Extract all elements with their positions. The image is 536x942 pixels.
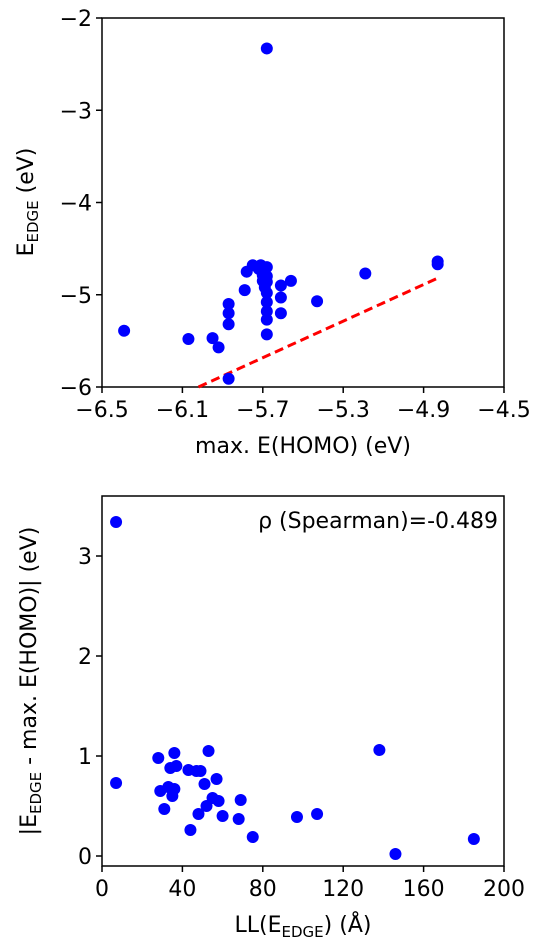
x-tick-label: −5.3 <box>316 398 369 423</box>
chart-top: −6.5 −6.1 −5.7 −5.3 −4.9 −4.5 −6 −5 −4 −3 −2 max.… <box>14 7 531 459</box>
data-point <box>467 833 480 845</box>
data-point <box>359 267 372 280</box>
scatter-points-bottom <box>110 516 480 860</box>
x-axis-label-bottom-sub: EDGE <box>282 923 324 941</box>
y-tick-label: −4 <box>60 192 92 217</box>
y-axis-label-top-sub: EDGE <box>24 200 42 242</box>
data-point <box>192 808 205 820</box>
data-point <box>284 274 297 287</box>
data-point <box>260 42 273 55</box>
data-point <box>311 295 324 308</box>
data-point <box>170 760 183 772</box>
data-point <box>260 305 273 318</box>
x-tick-label: −6.5 <box>75 398 128 423</box>
x-tick-label: 200 <box>483 877 525 902</box>
data-point <box>260 296 273 309</box>
data-point <box>118 324 131 337</box>
y-tick-label: −5 <box>60 284 92 309</box>
data-point <box>194 765 207 777</box>
x-tick-label: −5.7 <box>236 398 289 423</box>
x-tick-label: 40 <box>168 877 196 902</box>
scatter-points-top <box>118 42 444 385</box>
data-point <box>206 332 219 345</box>
data-point <box>238 284 251 297</box>
data-point <box>110 516 123 528</box>
y-axis-label-bottom-rest: - max. E(HOMO)| (eV) <box>17 527 42 772</box>
y-tick-label: 0 <box>78 845 92 870</box>
data-point <box>373 744 386 756</box>
y-tick-label: 2 <box>78 645 92 670</box>
data-point <box>234 794 247 806</box>
x-tick-label: −4.5 <box>477 398 530 423</box>
data-point <box>110 777 123 789</box>
plot-frame-top <box>101 17 505 388</box>
x-axis-ticks-top: −6.5 −6.1 −5.7 −5.3 −4.9 −4.5 <box>75 387 531 423</box>
data-point <box>198 778 211 790</box>
data-point <box>246 831 259 843</box>
data-point <box>158 803 171 815</box>
data-point <box>260 275 273 288</box>
x-tick-label: 80 <box>249 877 277 902</box>
data-point <box>260 328 273 341</box>
data-point <box>311 808 324 820</box>
data-point <box>274 291 287 304</box>
data-point <box>222 297 235 310</box>
y-axis-label-bottom-pre: |E <box>17 814 42 835</box>
y-axis-ticks-bottom: 0 1 2 3 <box>78 545 102 870</box>
data-point <box>202 745 215 757</box>
y-tick-label: −2 <box>60 7 92 32</box>
trend-line <box>197 276 439 389</box>
y-axis-ticks-top: −6 −5 −4 −3 −2 <box>60 7 102 401</box>
y-axis-label-top: EEDGE (eV) <box>14 148 42 257</box>
y-tick-label: −3 <box>60 99 92 124</box>
data-point <box>290 811 303 823</box>
data-point <box>232 813 245 825</box>
y-tick-label: 1 <box>78 745 92 770</box>
data-point <box>168 747 181 759</box>
y-axis-label-bottom: |EEDGE - max. E(HOMO)| (eV) <box>17 527 45 836</box>
y-axis-label-top-rest: (eV) <box>14 148 39 201</box>
data-point <box>216 810 229 822</box>
x-axis-label-bottom-rest: ) (Å) <box>324 911 372 938</box>
data-point <box>260 261 273 274</box>
trend-line-segment <box>197 276 439 389</box>
data-point <box>210 773 223 785</box>
plot-frame-bottom <box>101 495 505 867</box>
x-tick-label: −6.1 <box>156 398 209 423</box>
x-axis-label-top: max. E(HOMO) (eV) <box>195 434 411 459</box>
data-point <box>222 372 235 385</box>
data-point <box>212 341 225 354</box>
y-axis-label-bottom-sub: EDGE <box>27 772 45 814</box>
data-point <box>260 313 273 326</box>
data-point <box>152 752 165 764</box>
data-point <box>274 307 287 320</box>
data-point <box>274 279 287 292</box>
data-point <box>222 318 235 331</box>
data-point <box>184 824 197 836</box>
x-axis-ticks-bottom: 0 40 80 120 160 200 <box>95 866 525 902</box>
data-point <box>168 783 181 795</box>
data-point <box>182 333 195 346</box>
y-tick-label: 3 <box>78 545 92 570</box>
y-tick-label: −6 <box>60 376 92 401</box>
data-point <box>212 795 225 807</box>
x-tick-label: 0 <box>95 877 109 902</box>
data-point <box>260 286 273 299</box>
data-point <box>389 848 402 860</box>
x-tick-label: −4.9 <box>397 398 450 423</box>
spearman-annotation: ρ (Spearman)=-0.489 <box>258 509 498 534</box>
x-axis-label-bottom: LL(EEDGE) (Å) <box>235 911 372 941</box>
x-axis-label-bottom-main: LL(E <box>235 913 282 938</box>
data-point <box>431 258 444 271</box>
data-point <box>222 307 235 320</box>
y-axis-label-top-main: E <box>14 242 39 256</box>
x-tick-label: 160 <box>403 877 445 902</box>
x-tick-label: 120 <box>322 877 364 902</box>
